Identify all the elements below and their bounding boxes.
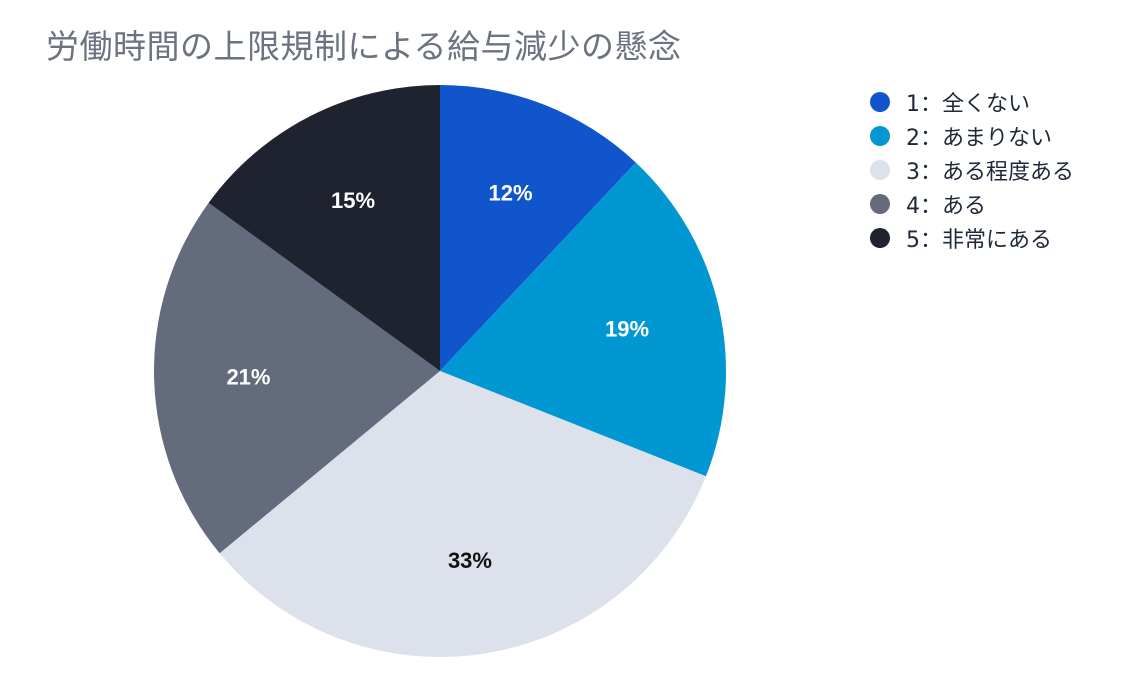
slice-label-2: 19% xyxy=(605,317,649,342)
pie-slice-5[interactable] xyxy=(208,85,440,371)
legend-item[interactable]: 4：ある xyxy=(870,187,1074,221)
legend-swatch xyxy=(870,126,890,146)
slice-label-3: 33% xyxy=(448,548,492,573)
legend-item[interactable]: 5：非常にある xyxy=(870,221,1074,255)
slice-label-4: 21% xyxy=(226,365,270,390)
pie-slice-2[interactable] xyxy=(440,162,726,477)
legend-label: 5：非常にある xyxy=(906,228,1052,253)
legend-item[interactable]: 1：全くない xyxy=(870,85,1074,119)
chart-title: 労働時間の上限規制による給与減少の懸念 xyxy=(46,27,682,66)
legend-item[interactable]: 2：あまりない xyxy=(870,119,1074,153)
slice-label-5: 15% xyxy=(331,188,375,213)
legend-label: 4：ある xyxy=(906,194,986,219)
pie-slice-4[interactable] xyxy=(154,202,440,554)
legend-item[interactable]: 3：ある程度ある xyxy=(870,153,1074,187)
pie-slice-3[interactable] xyxy=(219,371,706,658)
legend-label: 2：あまりない xyxy=(906,126,1052,151)
legend-swatch xyxy=(870,228,890,248)
legend-label: 1：全くない xyxy=(906,92,1030,117)
pie-slice-1[interactable] xyxy=(440,85,636,371)
slice-label-1: 12% xyxy=(489,180,533,205)
legend-label: 3：ある程度ある xyxy=(906,160,1074,185)
legend-swatch xyxy=(870,194,890,214)
legend: 1：全くない 2：あまりない 3：ある程度ある 4：ある 5：非常にある xyxy=(870,85,1074,255)
legend-swatch xyxy=(870,92,890,112)
legend-swatch xyxy=(870,160,890,180)
